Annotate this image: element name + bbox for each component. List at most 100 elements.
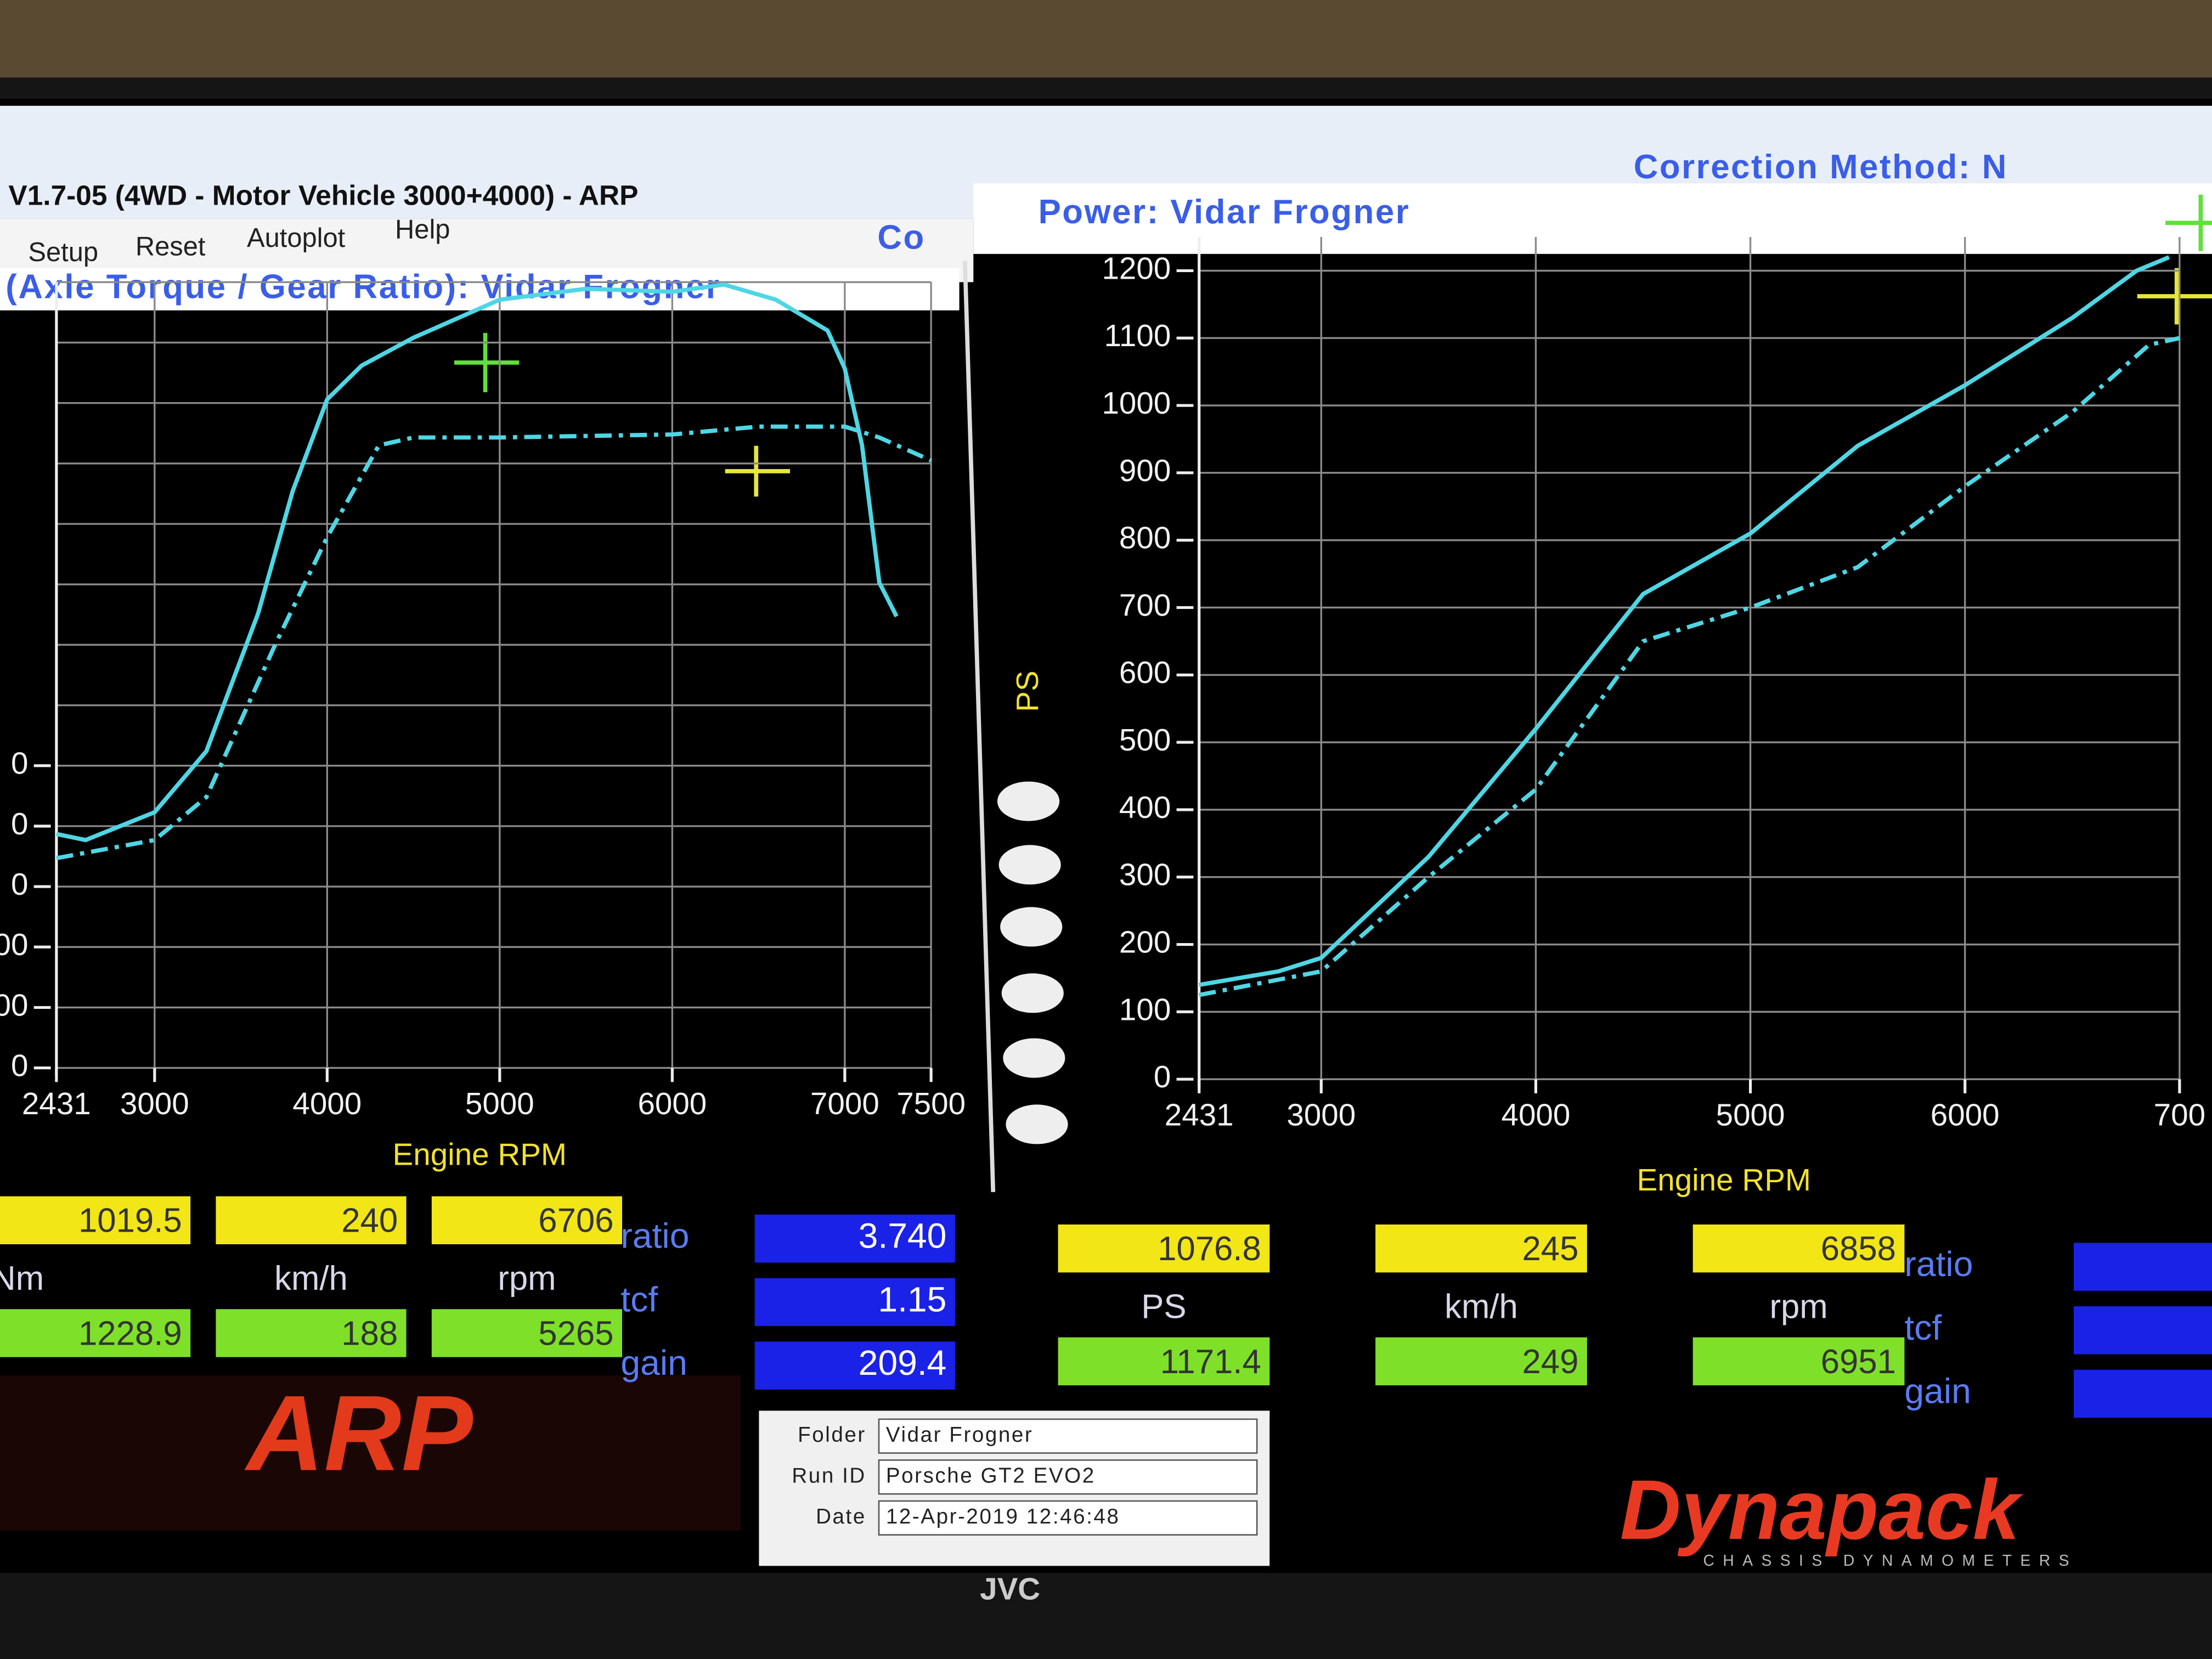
param-box bbox=[2074, 1369, 2212, 1418]
button[interactable] bbox=[1003, 1038, 1065, 1078]
param-label: gain bbox=[620, 1343, 687, 1383]
y-tick-label: 300 bbox=[1119, 857, 1171, 892]
param-box bbox=[754, 1215, 955, 1263]
readout-value: 1228.9 bbox=[78, 1314, 182, 1352]
readout-box bbox=[1692, 1337, 1905, 1386]
y-tick-label: 0 bbox=[11, 806, 28, 841]
readout-box bbox=[1375, 1337, 1587, 1386]
field-label: Folder bbox=[798, 1423, 866, 1447]
menu-item[interactable]: Reset bbox=[136, 232, 206, 261]
readout-box bbox=[0, 1309, 191, 1357]
logo-subtitle: CHASSIS DYNAMOMETERS bbox=[1703, 1551, 2078, 1569]
x-tick-label: 2431 bbox=[22, 1086, 91, 1121]
x-tick-label: 5000 bbox=[465, 1086, 534, 1121]
right-title-bar bbox=[973, 183, 2212, 254]
readout-value: 6858 bbox=[1821, 1230, 1896, 1268]
y-tick-label: 0 bbox=[11, 1048, 28, 1083]
button[interactable] bbox=[997, 781, 1060, 821]
param-box bbox=[754, 1278, 955, 1327]
data-line bbox=[56, 424, 932, 861]
data-line bbox=[56, 282, 899, 843]
param-value: 3.740 bbox=[859, 1216, 947, 1256]
x-axis-label: Engine RPM bbox=[1637, 1163, 1812, 1197]
brand: JVC bbox=[980, 1572, 1040, 1606]
correction-label: Co bbox=[877, 218, 925, 256]
field-box bbox=[878, 1459, 1258, 1495]
logo-panel bbox=[0, 1375, 741, 1531]
readout-value: 5265 bbox=[538, 1314, 613, 1352]
x-tick-label: 7500 bbox=[896, 1086, 966, 1121]
menu-item[interactable]: Autoplot bbox=[247, 223, 346, 253]
side-buttons bbox=[997, 781, 1068, 1144]
param-label: ratio bbox=[1904, 1244, 1973, 1284]
readout-value: 1076.8 bbox=[1158, 1230, 1261, 1268]
x-tick-label: 5000 bbox=[1716, 1098, 1785, 1132]
readout-value: 249 bbox=[1522, 1343, 1578, 1381]
menu-item[interactable]: Setup bbox=[28, 238, 98, 267]
logo: ARP bbox=[244, 1374, 473, 1493]
y-tick-label: 00 bbox=[0, 988, 28, 1022]
x-tick-label: 6000 bbox=[637, 1086, 707, 1121]
button[interactable] bbox=[1006, 1104, 1068, 1144]
y-tick-label: 1200 bbox=[1102, 251, 1171, 285]
param-value: 1.15 bbox=[878, 1279, 946, 1319]
divider bbox=[963, 261, 996, 1192]
readout-value: 6951 bbox=[1821, 1343, 1896, 1381]
readout-unit: rpm bbox=[498, 1260, 556, 1297]
y-tick-label: 600 bbox=[1119, 655, 1171, 690]
x-tick-label: 4000 bbox=[1501, 1098, 1570, 1132]
field-label: Run ID bbox=[792, 1464, 866, 1487]
param-box bbox=[2074, 1243, 2212, 1291]
menu-item[interactable]: Help bbox=[395, 215, 450, 245]
data-line bbox=[1198, 336, 2180, 997]
left-title-bar bbox=[0, 268, 960, 311]
readout-box bbox=[1692, 1224, 1905, 1273]
y-tick-label: 200 bbox=[1119, 924, 1171, 959]
y-tick-label: 0 bbox=[1154, 1059, 1171, 1094]
y-tick-label: 800 bbox=[1119, 521, 1171, 555]
y-tick-label: 400 bbox=[1119, 790, 1171, 825]
param-box bbox=[754, 1341, 955, 1390]
x-tick-label: 2431 bbox=[1165, 1098, 1234, 1132]
readout-box bbox=[0, 1196, 191, 1244]
y-axis-label: PS bbox=[1010, 670, 1045, 712]
button[interactable] bbox=[1000, 907, 1063, 947]
y-tick-label: 500 bbox=[1119, 723, 1171, 757]
field-value: Porsche GT2 EVO2 bbox=[886, 1464, 1096, 1487]
y-tick-label: 1100 bbox=[1104, 318, 1171, 353]
y-tick-label: 100 bbox=[1119, 992, 1171, 1026]
x-axis-label: Engine RPM bbox=[393, 1137, 567, 1172]
field-value: Vidar Frogner bbox=[886, 1423, 1034, 1447]
param-label: gain bbox=[1904, 1372, 1971, 1411]
x-tick-label: 7000 bbox=[810, 1086, 879, 1121]
readout-unit: km/h bbox=[1444, 1288, 1518, 1326]
cursor bbox=[2137, 268, 2212, 325]
param-label: ratio bbox=[620, 1216, 689, 1256]
readout-unit: rpm bbox=[1769, 1288, 1827, 1326]
window-title: V1.7-05 (4WD - Motor Vehicle 3000+4000) … bbox=[8, 179, 638, 211]
x-tick-label: 6000 bbox=[1931, 1098, 2000, 1132]
y-tick-label: 1000 bbox=[1102, 386, 1171, 420]
readout-value: 1171.4 bbox=[1160, 1343, 1261, 1381]
param-box bbox=[2074, 1306, 2212, 1355]
readout-box bbox=[1375, 1224, 1587, 1273]
readout-value: 6706 bbox=[538, 1202, 613, 1240]
cursor bbox=[725, 445, 790, 497]
field-label: Date bbox=[816, 1505, 866, 1528]
readout-value: 1019.5 bbox=[78, 1202, 182, 1240]
readout-box bbox=[1058, 1224, 1270, 1273]
y-tick-label: 700 bbox=[1119, 588, 1171, 622]
readout-value: 240 bbox=[341, 1202, 398, 1240]
button[interactable] bbox=[1001, 973, 1064, 1013]
data-line bbox=[1199, 255, 2170, 988]
x-tick-label: 4000 bbox=[292, 1086, 362, 1121]
readout-unit: Nm bbox=[0, 1260, 44, 1297]
readout-value: 188 bbox=[341, 1314, 398, 1352]
button[interactable] bbox=[998, 845, 1061, 885]
param-value: 209.4 bbox=[859, 1343, 947, 1383]
correction-label: Correction Method: N bbox=[1634, 148, 2008, 186]
x-tick-label: 700 bbox=[2154, 1098, 2205, 1132]
x-tick-label: 3000 bbox=[120, 1086, 189, 1121]
readout-box bbox=[216, 1309, 407, 1357]
